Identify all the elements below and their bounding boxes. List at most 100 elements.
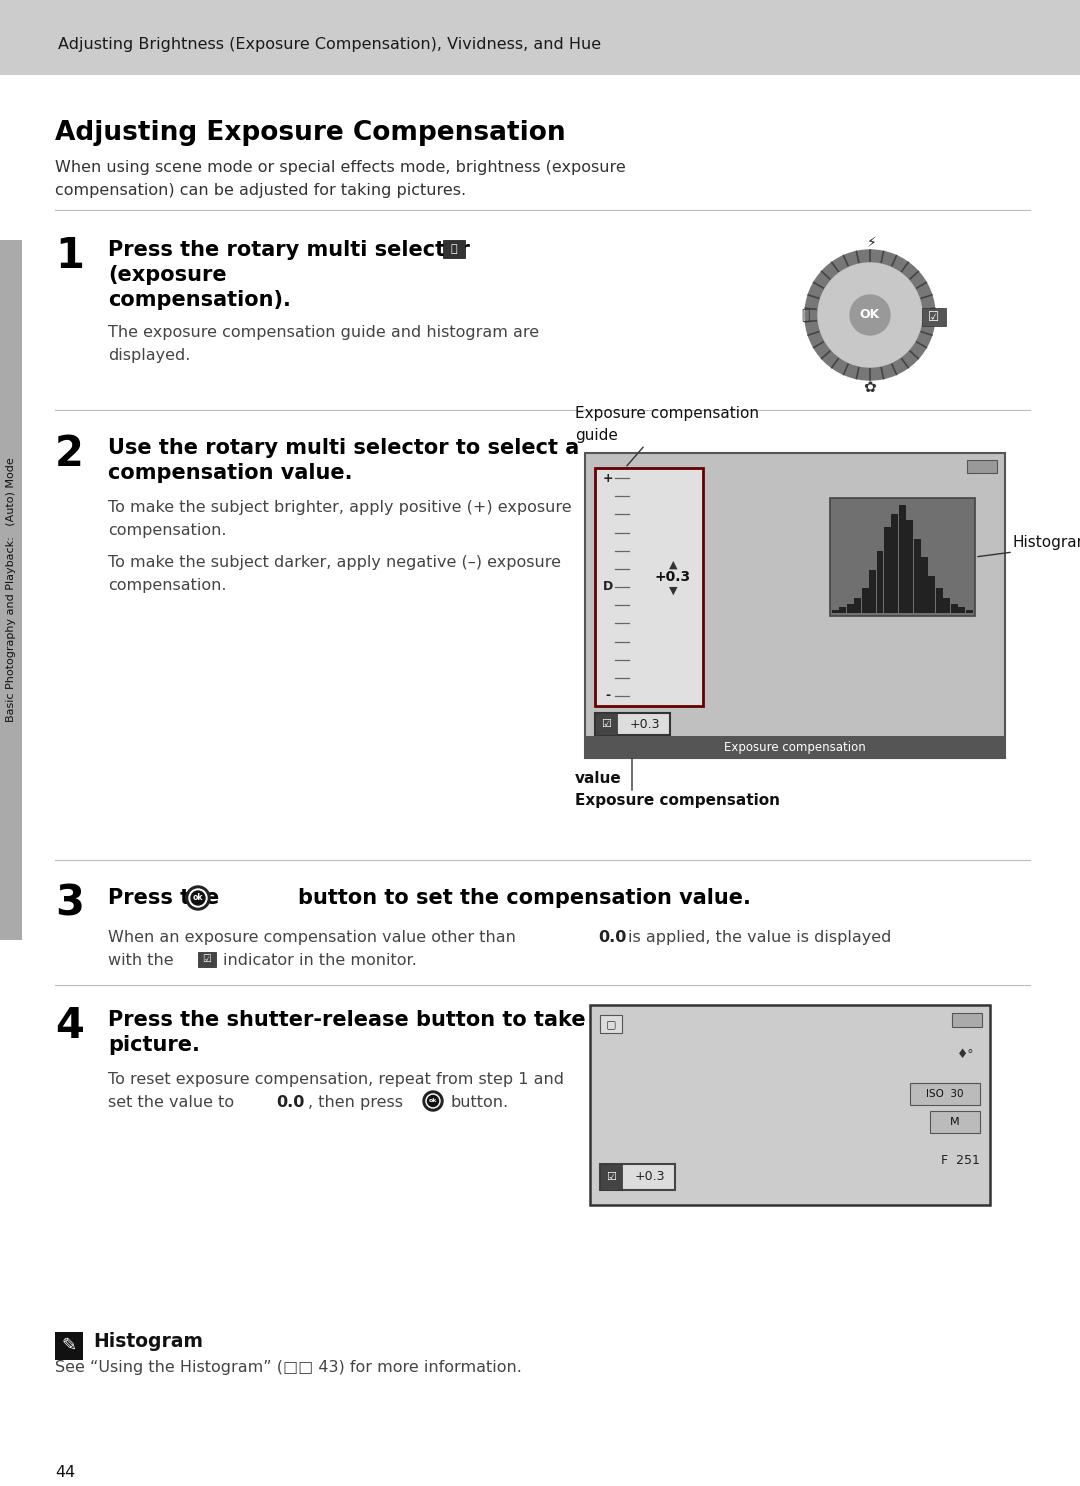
Bar	[831, 498, 975, 617]
Text: guide: guide	[575, 428, 618, 443]
Text: Press the shutter-release button to take a: Press the shutter-release button to take…	[108, 1010, 607, 1030]
Text: picture.: picture.	[108, 1036, 200, 1055]
Text: To make the subject brighter, apply positive (+) exposure: To make the subject brighter, apply posi…	[108, 499, 571, 516]
Bar	[600, 1015, 622, 1033]
Text: Press the rotary multi selector: Press the rotary multi selector	[108, 241, 470, 260]
Bar	[877, 551, 883, 614]
Text: ▢: ▢	[606, 1019, 617, 1028]
Text: Exposure compensation: Exposure compensation	[575, 406, 759, 421]
Text: M: M	[950, 1117, 960, 1126]
Bar	[854, 597, 861, 614]
Text: +0.3: +0.3	[635, 1171, 665, 1183]
Bar	[443, 241, 465, 259]
Text: ⓧ: ⓧ	[450, 244, 457, 254]
Bar	[847, 603, 854, 614]
Text: ok: ok	[429, 1098, 437, 1104]
Circle shape	[818, 263, 922, 367]
Text: Use the rotary multi selector to select a: Use the rotary multi selector to select …	[108, 438, 579, 458]
Bar	[862, 588, 868, 614]
Circle shape	[191, 892, 205, 905]
Bar	[595, 713, 617, 736]
Bar	[590, 1005, 990, 1205]
Bar	[0, 241, 22, 941]
Text: +: +	[603, 471, 613, 484]
Text: Exposure compensation: Exposure compensation	[575, 794, 780, 808]
Circle shape	[428, 1095, 438, 1107]
Bar	[595, 713, 670, 736]
Bar	[55, 1331, 83, 1360]
Text: with the: with the	[108, 953, 174, 967]
Text: -: -	[606, 690, 610, 703]
Text: 44: 44	[55, 1465, 76, 1480]
Text: ♦°: ♦°	[957, 1049, 975, 1061]
Bar	[600, 1164, 675, 1190]
Text: (exposure: (exposure	[108, 265, 227, 285]
Text: The exposure compensation guide and histogram are: The exposure compensation guide and hist…	[108, 325, 539, 340]
Text: compensation value.: compensation value.	[108, 464, 352, 483]
Bar	[930, 1112, 980, 1132]
Text: compensation.: compensation.	[108, 578, 227, 593]
Circle shape	[189, 889, 207, 906]
Bar	[899, 505, 906, 614]
Bar	[910, 1083, 980, 1106]
Text: Histogram: Histogram	[1013, 535, 1080, 550]
Bar	[585, 453, 1005, 758]
Text: ✿: ✿	[864, 379, 876, 394]
Text: compensation) can be adjusted for taking pictures.: compensation) can be adjusted for taking…	[55, 183, 467, 198]
Text: value: value	[575, 771, 622, 786]
Text: compensation.: compensation.	[108, 523, 227, 538]
Text: ▼: ▼	[669, 585, 677, 596]
Text: ☑: ☑	[600, 719, 611, 730]
Text: Press the: Press the	[108, 889, 219, 908]
Text: To make the subject darker, apply negative (–) exposure: To make the subject darker, apply negati…	[108, 554, 561, 571]
Text: ✎: ✎	[62, 1337, 77, 1355]
Text: Basic Photography and Playback:   (Auto) Mode: Basic Photography and Playback: (Auto) M…	[6, 458, 16, 722]
Text: ⚡: ⚡	[867, 236, 877, 250]
Text: displayed.: displayed.	[108, 348, 190, 363]
Text: OK: OK	[860, 309, 880, 321]
Bar	[958, 606, 966, 614]
Circle shape	[423, 1091, 443, 1112]
Text: ☑: ☑	[203, 954, 212, 964]
Bar	[0, 0, 1080, 74]
Bar	[585, 736, 1005, 758]
Circle shape	[850, 296, 890, 334]
Bar	[966, 609, 972, 614]
Bar	[906, 520, 913, 614]
Text: is applied, the value is displayed: is applied, the value is displayed	[627, 930, 891, 945]
Text: Histogram: Histogram	[93, 1331, 203, 1351]
Bar	[839, 606, 847, 614]
Bar	[922, 308, 946, 325]
Circle shape	[805, 250, 935, 380]
Bar	[832, 609, 839, 614]
Text: When an exposure compensation value other than: When an exposure compensation value othe…	[108, 930, 516, 945]
Text: +0.3: +0.3	[630, 718, 660, 731]
Bar	[921, 557, 928, 614]
Text: 2: 2	[55, 432, 84, 476]
Text: See “Using the Histogram” (□□ 43) for more information.: See “Using the Histogram” (□□ 43) for mo…	[55, 1360, 522, 1375]
Text: ok: ok	[192, 893, 203, 902]
Text: button to set the compensation value.: button to set the compensation value.	[298, 889, 751, 908]
Text: 3: 3	[55, 883, 84, 924]
Bar	[891, 514, 899, 614]
Text: Adjusting Exposure Compensation: Adjusting Exposure Compensation	[55, 120, 566, 146]
Bar	[600, 1164, 622, 1190]
Bar	[943, 597, 950, 614]
Text: To reset exposure compensation, repeat from step 1 and: To reset exposure compensation, repeat f…	[108, 1071, 564, 1086]
Text: ▲: ▲	[669, 560, 677, 571]
Text: +0.3: +0.3	[654, 571, 691, 584]
Text: 1: 1	[55, 235, 84, 276]
Text: ☑: ☑	[606, 1172, 616, 1181]
Text: 0.0: 0.0	[598, 930, 626, 945]
Text: ⏲: ⏲	[800, 308, 809, 322]
Text: 4: 4	[55, 1005, 84, 1048]
Circle shape	[426, 1094, 440, 1109]
Text: 0.0: 0.0	[276, 1095, 305, 1110]
Bar	[914, 539, 920, 614]
Text: D: D	[603, 581, 613, 593]
Text: , then press: , then press	[308, 1095, 403, 1110]
Bar	[967, 461, 997, 473]
Text: F  251: F 251	[941, 1153, 980, 1167]
Bar	[936, 588, 943, 614]
Bar	[950, 603, 958, 614]
